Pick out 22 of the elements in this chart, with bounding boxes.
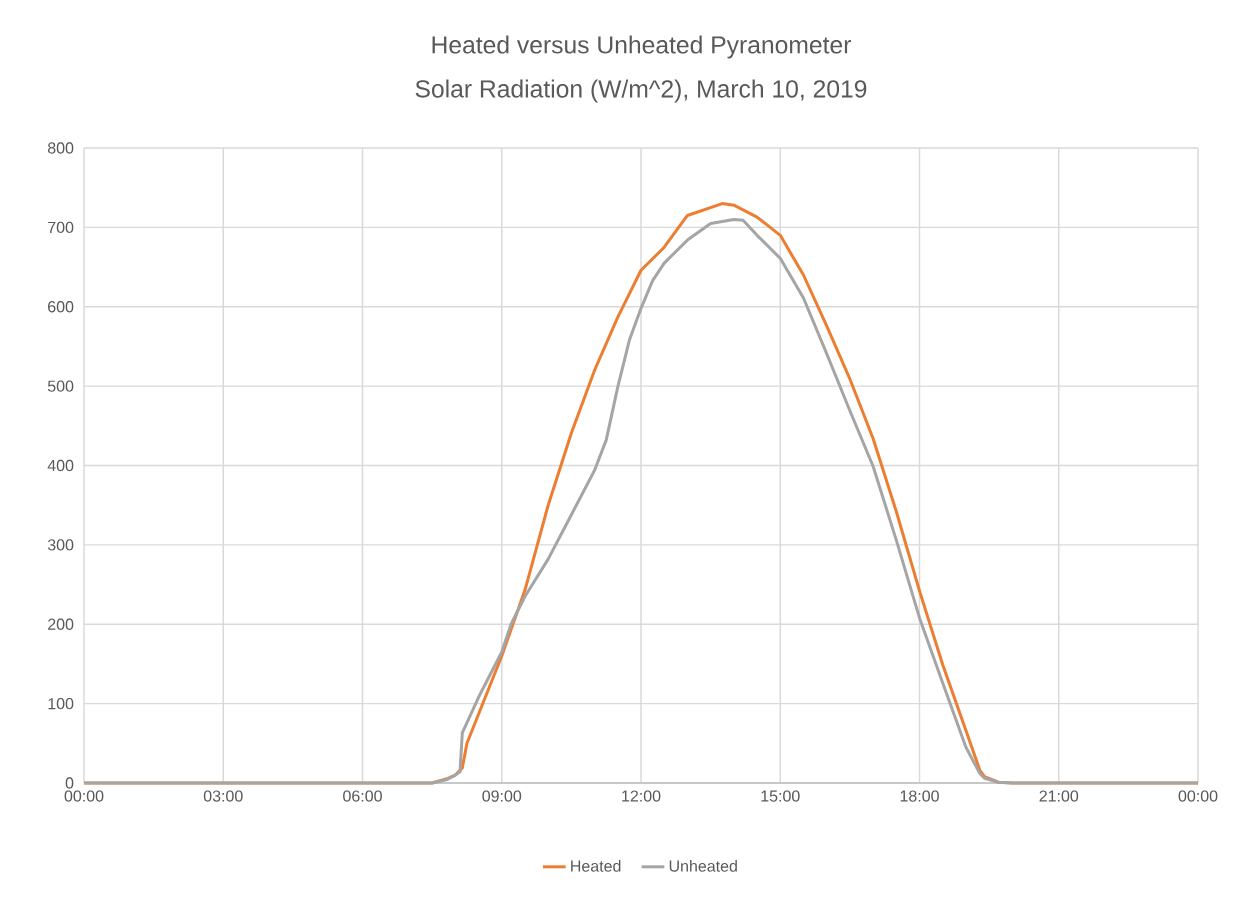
chart-subtitle: Solar Radiation (W/m^2), March 10, 2019 xyxy=(415,79,867,103)
y-tick-label: 0 xyxy=(65,777,74,789)
x-tick-label: 06:00 xyxy=(343,790,382,802)
x-tick-label: 03:00 xyxy=(203,790,243,802)
y-tick-label: 500 xyxy=(47,380,74,392)
chart-title: Heated versus Unheated Pyranometer xyxy=(432,35,851,59)
y-tick-label: 100 xyxy=(48,697,74,710)
legend-label: Unheated xyxy=(669,860,737,872)
x-tick-label: 00:00 xyxy=(64,790,104,802)
y-tick-label: 700 xyxy=(48,221,74,234)
legend-label: Heated xyxy=(571,860,621,872)
y-tick-label: 300 xyxy=(47,539,74,551)
x-tick-label: 12:00 xyxy=(622,790,661,802)
y-tick-label: 200 xyxy=(48,618,74,630)
y-tick-label: 400 xyxy=(47,459,74,472)
x-tick-label: 15:00 xyxy=(761,790,800,802)
y-tick-label: 600 xyxy=(48,301,74,313)
x-tick-label: 09:00 xyxy=(482,790,522,802)
x-tick-label: 21:00 xyxy=(1039,790,1079,802)
x-tick-label: 18:00 xyxy=(900,790,939,802)
x-tick-label: 00:00 xyxy=(1178,790,1218,802)
y-tick-label: 800 xyxy=(47,142,74,154)
